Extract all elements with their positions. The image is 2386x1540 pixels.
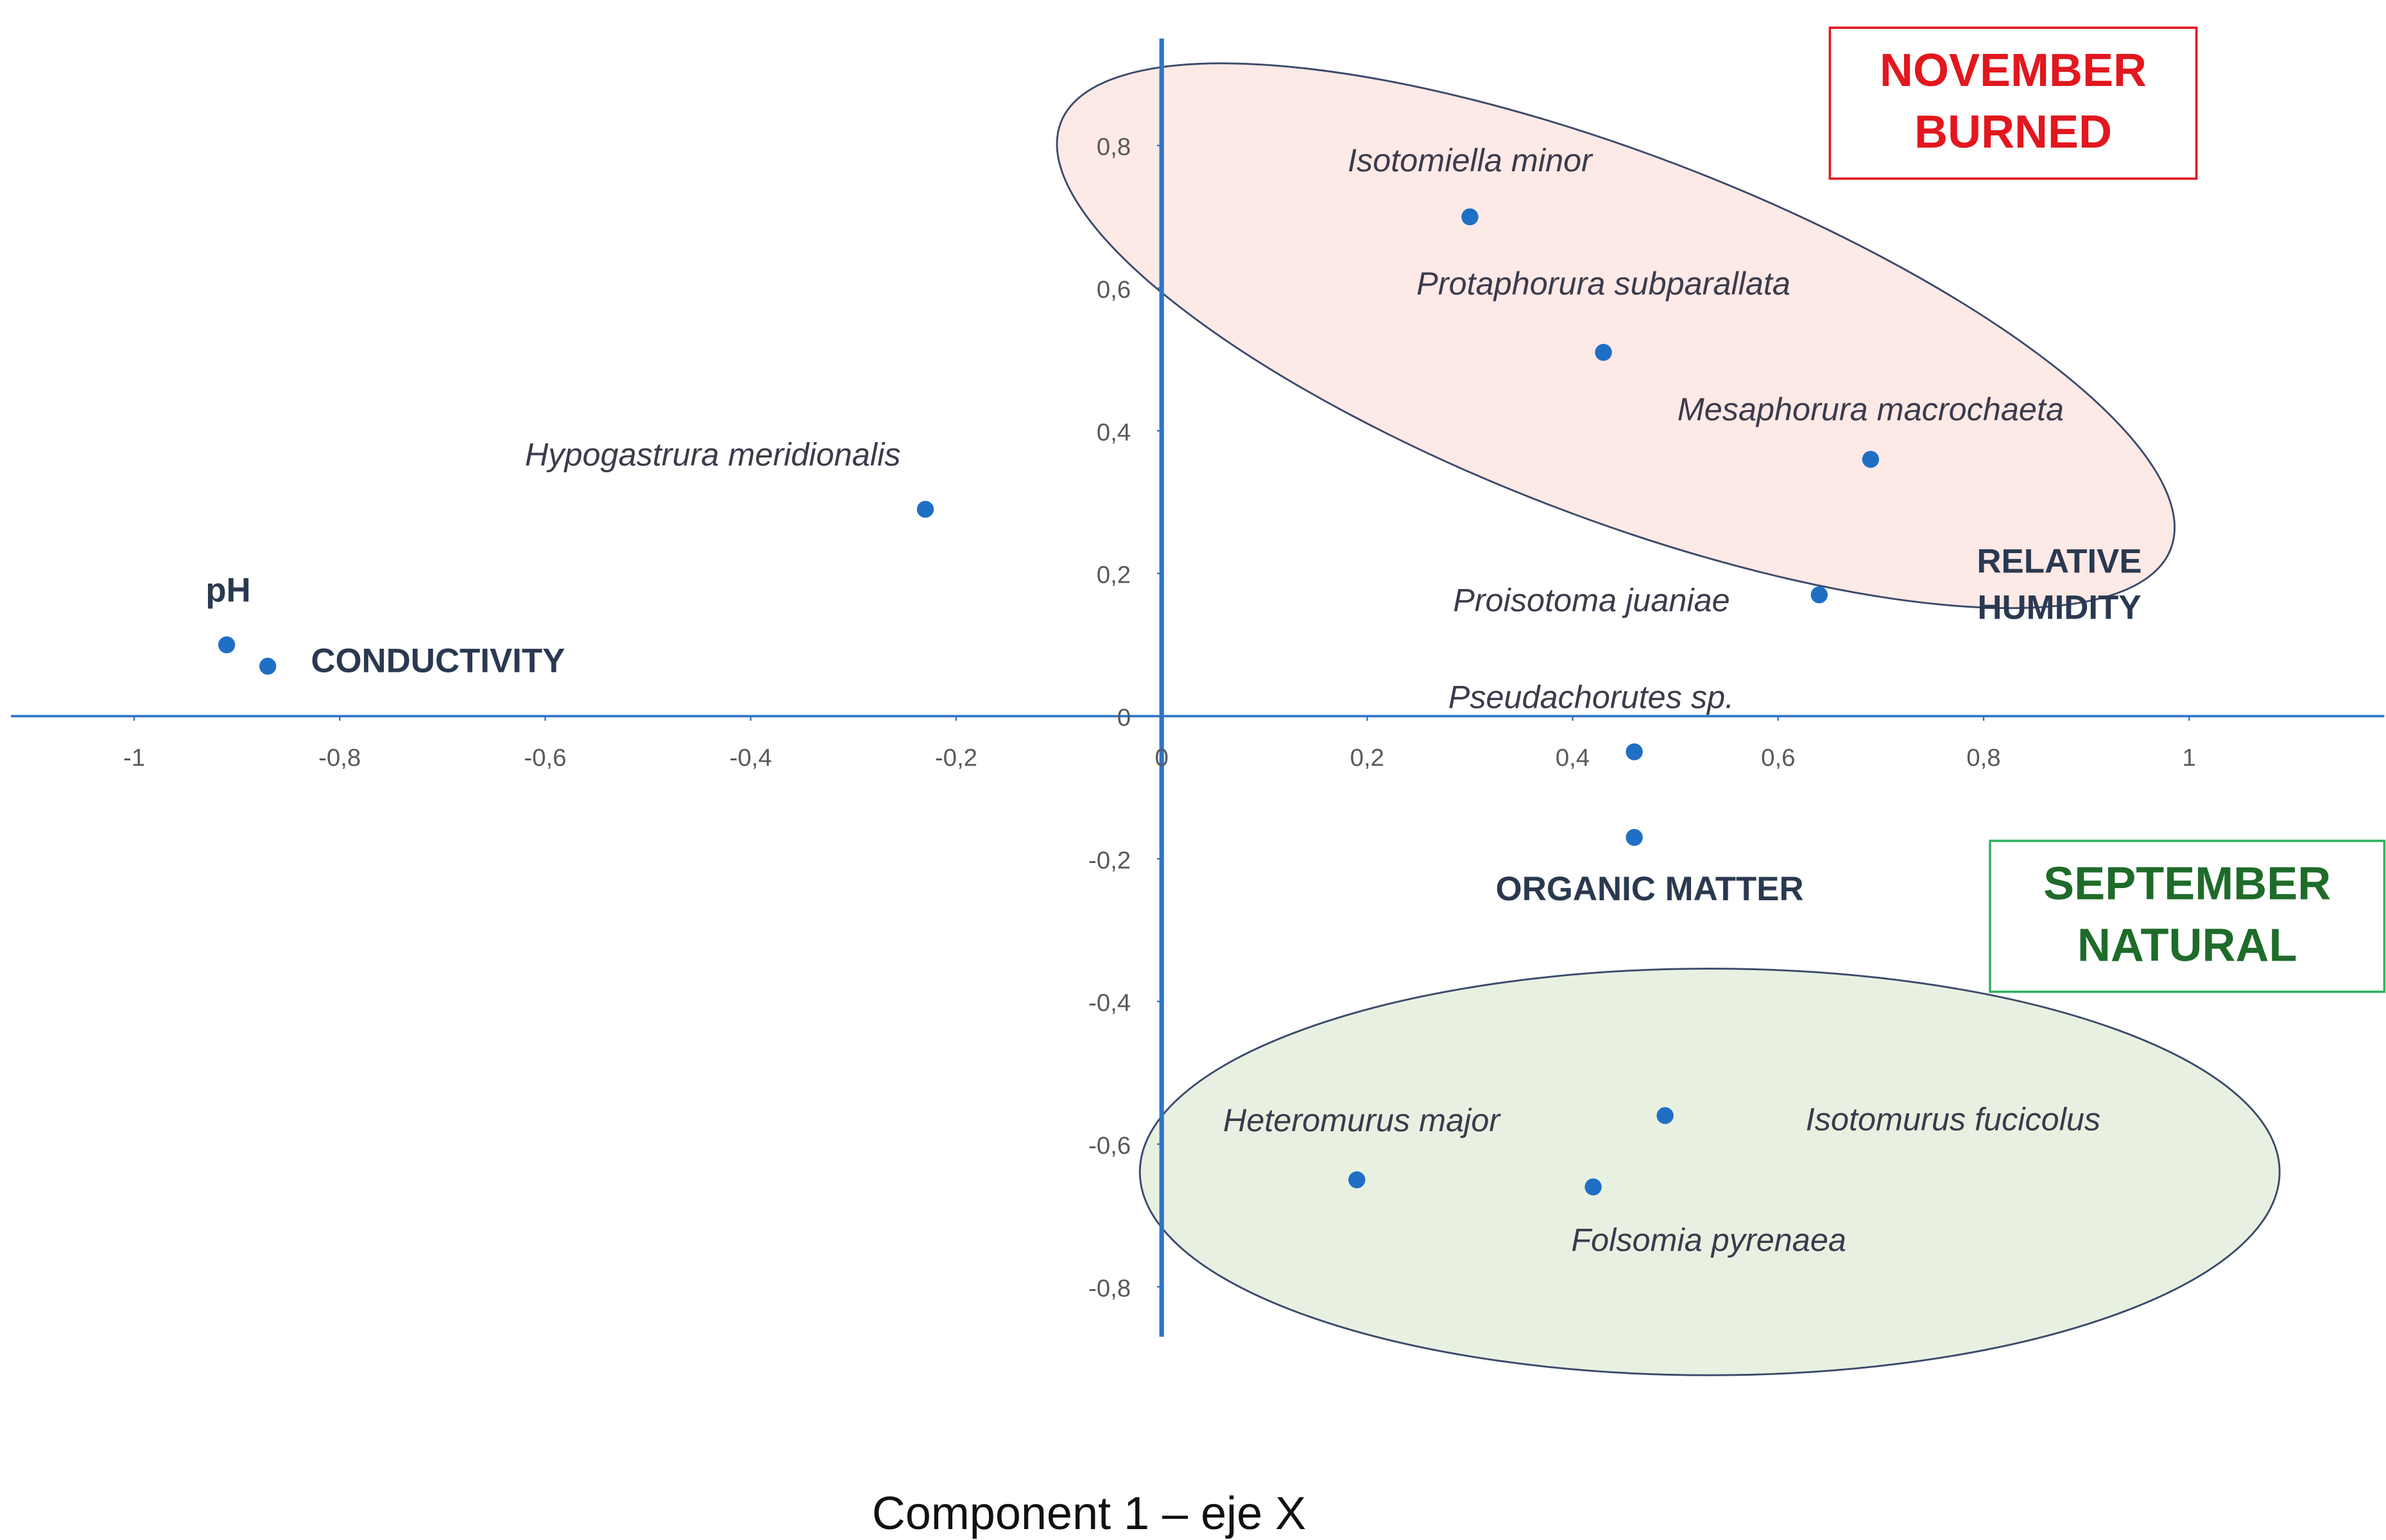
data-point (916, 501, 934, 518)
burned-ellipse (1056, 62, 2176, 610)
species-label: Proisotoma juaniae (1453, 581, 1729, 618)
x-tick-label: 0,2 (1350, 744, 1384, 771)
x-tick-label: -1 (123, 744, 145, 771)
x-tick-label: -0,6 (524, 744, 566, 771)
data-point (1656, 1107, 1674, 1124)
x-tick-label: -0,2 (935, 744, 977, 771)
x-axis-title: Component 1 – eje X (872, 1488, 1306, 1539)
data-point (1862, 450, 1880, 468)
variable-label: HUMIDITY (1977, 588, 2141, 626)
x-tick-label: -0,8 (318, 744, 361, 771)
group-label: BURNED (1914, 107, 2112, 158)
species-label: Isotomiella minor (1348, 142, 1593, 178)
natural-ellipse (1138, 968, 2281, 1376)
variable-label: ORGANIC MATTER (1496, 870, 1804, 908)
data-point (1461, 208, 1479, 226)
x-tick-label: -0,4 (730, 744, 772, 771)
group-label: NOVEMBER (1880, 45, 2147, 96)
x-tick-label: 0,8 (1966, 744, 2000, 771)
group-label: NATURAL (2077, 920, 2297, 971)
variable-label: CONDUCTIVITY (311, 642, 565, 680)
y-tick-label: 0,2 (1097, 561, 1131, 589)
variable-label: pH (205, 571, 250, 609)
group-label: SEPTEMBER (2043, 858, 2331, 909)
data-point (1810, 586, 1828, 604)
variable-label: RELATIVE (1977, 542, 2141, 580)
species-label: Isotomurus fucicolus (1806, 1101, 2100, 1138)
y-tick-label: 0,8 (1097, 133, 1131, 161)
x-tick-label: 0,4 (1556, 744, 1590, 771)
species-label: Protaphorura subparallata (1416, 265, 1790, 302)
burned-box (1828, 26, 2198, 180)
y-tick-label: 0,4 (1097, 418, 1131, 446)
data-point (218, 636, 236, 654)
data-point (1348, 1171, 1366, 1188)
x-tick-label: 0 (1154, 744, 1168, 771)
species-label: Mesaphorura macrochaeta (1678, 391, 2064, 427)
data-point (1595, 343, 1612, 361)
y-tick-label: -0,2 (1088, 846, 1131, 874)
species-label: Pseudachorutes sp. (1448, 678, 1734, 715)
y-tick-label: 0,6 (1097, 276, 1131, 304)
species-label: Hypogastrura meridionalis (525, 436, 900, 472)
x-tick-label: 0,6 (1761, 744, 1795, 771)
data-point (1626, 743, 1643, 760)
species-label: Folsomia pyrenaea (1571, 1221, 1846, 1258)
data-point (1584, 1178, 1602, 1195)
y-tick-label: 0 (1117, 704, 1131, 732)
species-label: Heteromurus major (1223, 1102, 1501, 1138)
y-tick-label: -0,8 (1088, 1274, 1131, 1302)
y-tick-label: -0,6 (1088, 1132, 1131, 1159)
data-point (259, 658, 277, 675)
natural-box (1989, 839, 2386, 993)
x-tick-label: 1 (2183, 744, 2196, 771)
data-point (1626, 828, 1643, 846)
y-tick-label: -0,4 (1088, 989, 1131, 1017)
